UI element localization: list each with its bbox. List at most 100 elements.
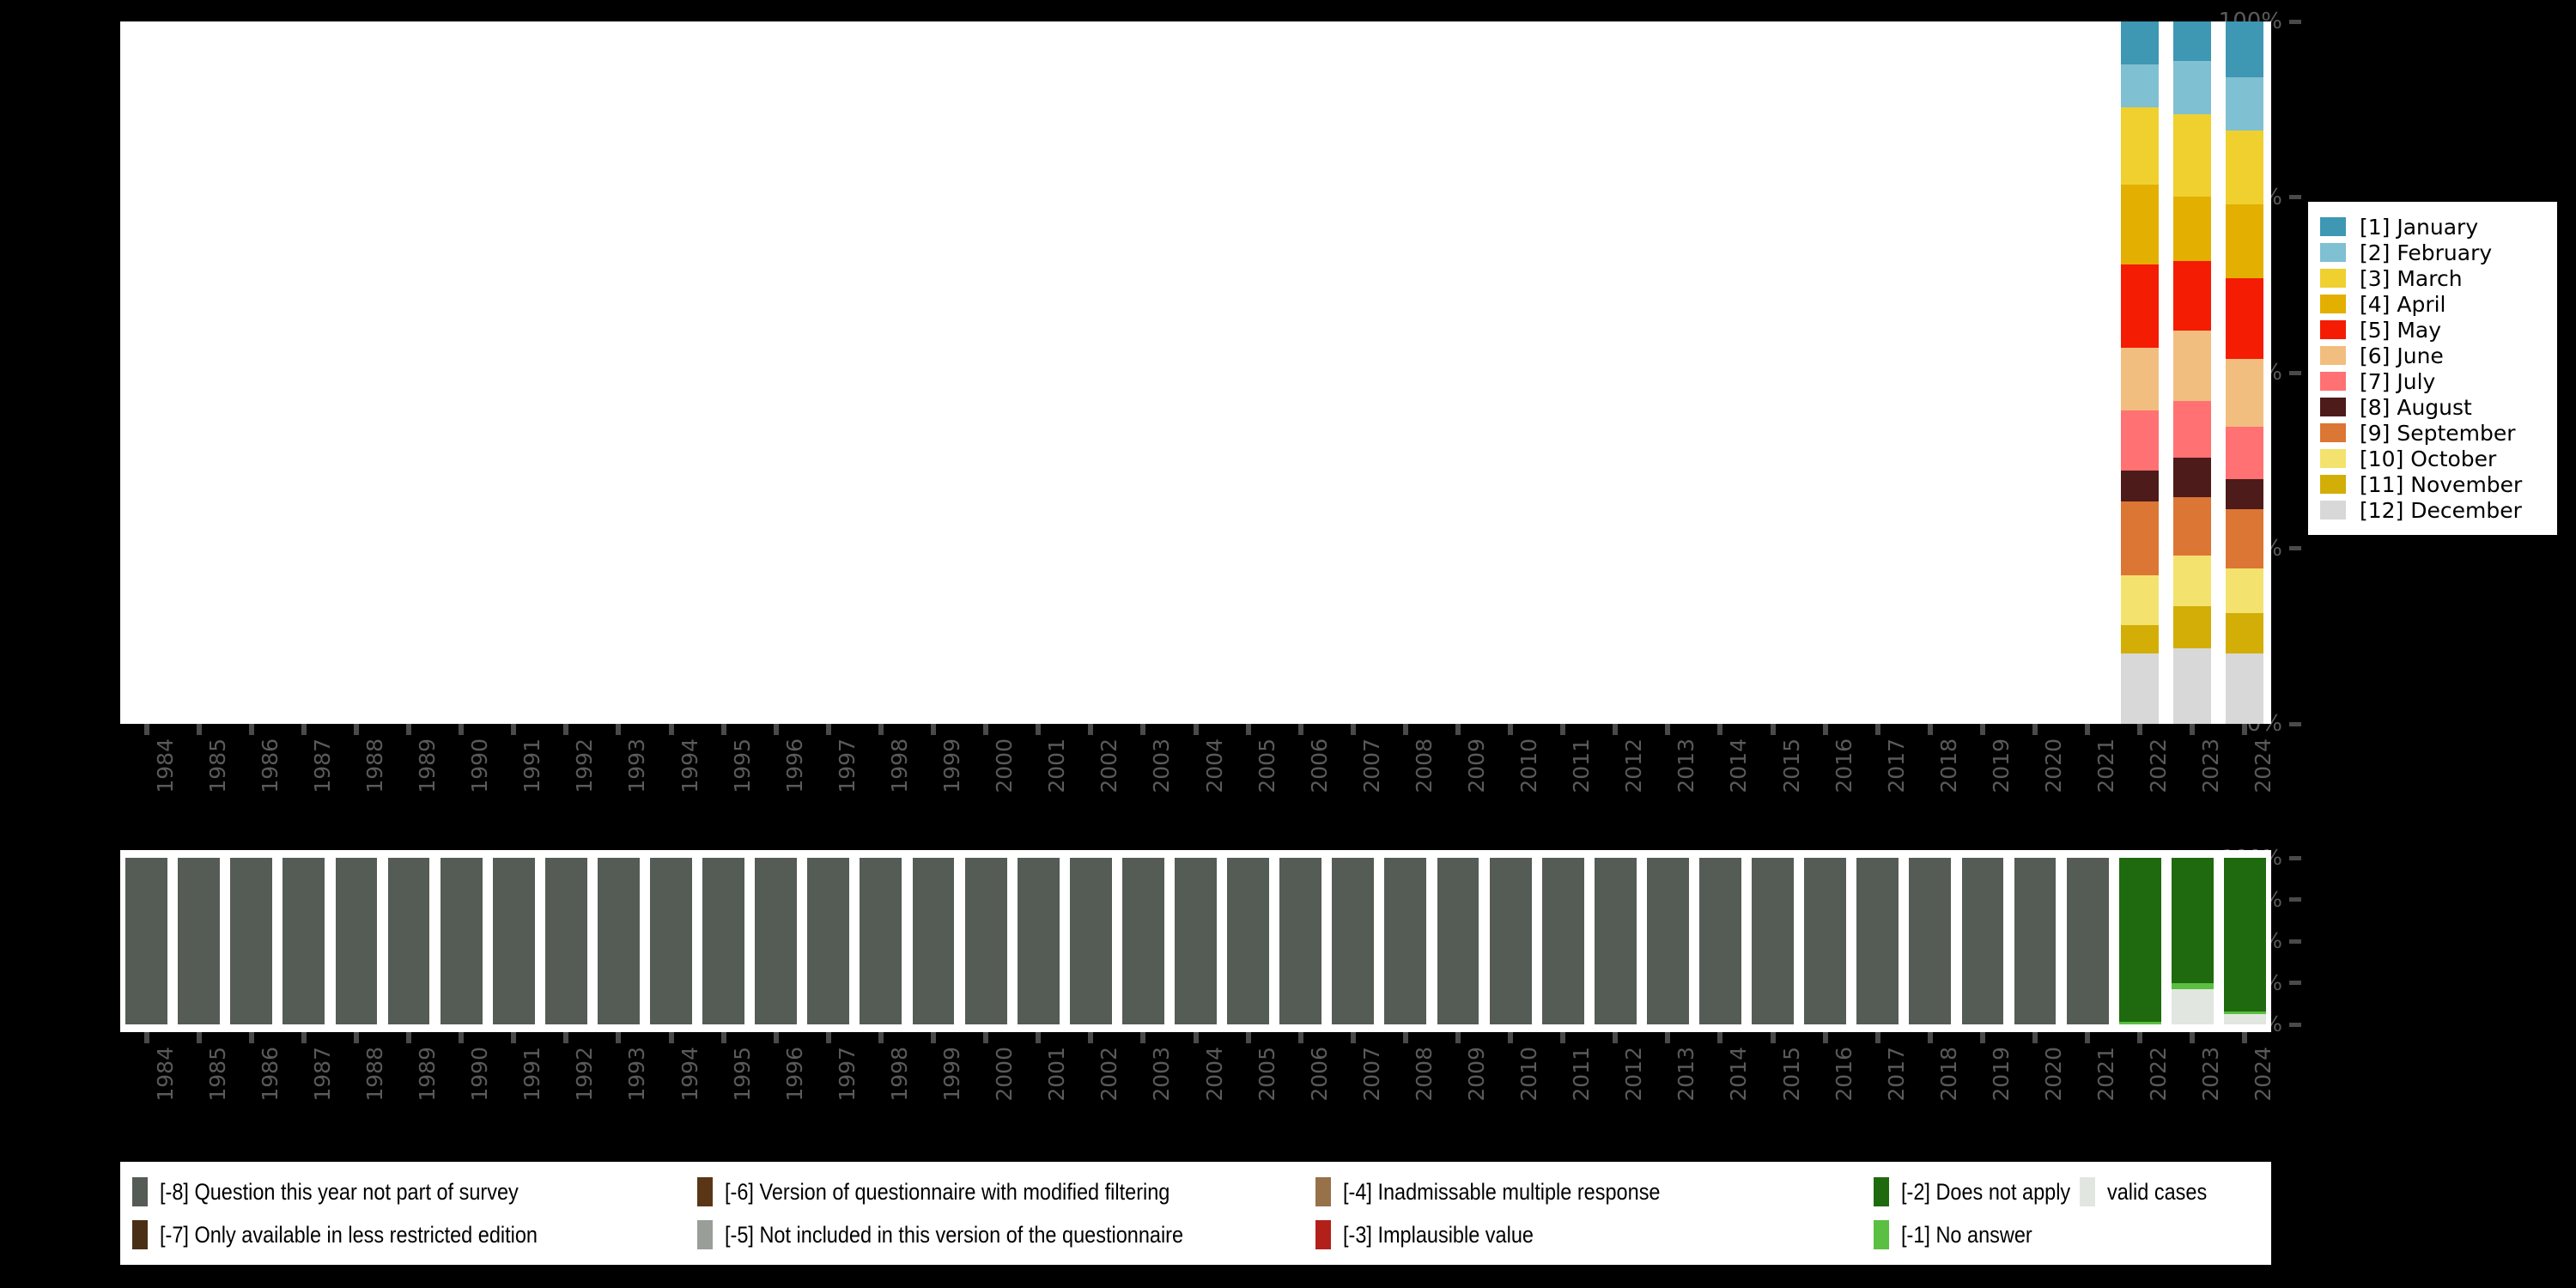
bar-segment[interactable] xyxy=(2173,606,2212,649)
availability-bar-2006[interactable] xyxy=(1279,858,1322,1024)
stacked-bar-2024[interactable] xyxy=(2226,21,2264,724)
bar-segment[interactable] xyxy=(2121,264,2160,348)
bar-segment[interactable] xyxy=(440,858,483,1024)
legend-item-missing-value[interactable]: [-8] Question this year not part of surv… xyxy=(132,1172,572,1212)
bar-segment[interactable] xyxy=(2121,21,2160,64)
legend-item-month[interactable]: [4] April xyxy=(2320,291,2549,317)
availability-bar-1994[interactable] xyxy=(650,858,692,1024)
legend-item-month[interactable]: [8] August xyxy=(2320,394,2549,420)
bar-segment[interactable] xyxy=(283,858,325,1024)
availability-bar-1990[interactable] xyxy=(440,858,483,1024)
bar-segment[interactable] xyxy=(597,858,640,1024)
availability-bar-2000[interactable] xyxy=(964,858,1007,1024)
availability-bar-1989[interactable] xyxy=(387,858,430,1024)
bar-segment[interactable] xyxy=(2173,260,2212,331)
bar-segment[interactable] xyxy=(2224,1012,2266,1015)
bar-segment[interactable] xyxy=(2226,76,2264,131)
bar-segment[interactable] xyxy=(964,858,1007,1024)
availability-bar-1999[interactable] xyxy=(912,858,955,1024)
availability-bar-2017[interactable] xyxy=(1856,858,1899,1024)
bar-segment[interactable] xyxy=(2173,648,2212,724)
bar-segment[interactable] xyxy=(1961,858,2004,1024)
availability-bar-2001[interactable] xyxy=(1017,858,1060,1024)
stacked-bar-2023[interactable] xyxy=(2173,21,2212,724)
bar-segment[interactable] xyxy=(2173,113,2212,197)
availability-bar-1996[interactable] xyxy=(755,858,798,1024)
availability-bar-1993[interactable] xyxy=(597,858,640,1024)
legend-item-month[interactable]: [2] February xyxy=(2320,240,2549,265)
bar-segment[interactable] xyxy=(2173,401,2212,458)
availability-bar-1985[interactable] xyxy=(178,858,221,1024)
legend-item-month[interactable]: [12] December xyxy=(2320,497,2549,523)
availability-bar-2013[interactable] xyxy=(1646,858,1689,1024)
bar-segment[interactable] xyxy=(1489,858,1532,1024)
bar-segment[interactable] xyxy=(2173,457,2212,497)
bar-segment[interactable] xyxy=(1175,858,1217,1024)
legend-item-missing-value[interactable]: [-6] Version of questionnaire with modif… xyxy=(697,1172,1236,1212)
bar-segment[interactable] xyxy=(2173,60,2212,114)
bar-segment[interactable] xyxy=(2121,471,2160,501)
availability-bar-2012[interactable] xyxy=(1594,858,1637,1024)
bar-segment[interactable] xyxy=(807,858,850,1024)
bar-segment[interactable] xyxy=(2173,496,2212,556)
availability-bar-2005[interactable] xyxy=(1227,858,1270,1024)
bar-segment[interactable] xyxy=(2224,1014,2266,1024)
availability-bar-2003[interactable] xyxy=(1121,858,1164,1024)
availability-bar-1988[interactable] xyxy=(335,858,378,1024)
bar-segment[interactable] xyxy=(2226,204,2264,278)
bar-segment[interactable] xyxy=(178,858,221,1024)
bar-segment[interactable] xyxy=(2226,653,2264,724)
bar-segment[interactable] xyxy=(1856,858,1899,1024)
bar-segment[interactable] xyxy=(2121,64,2160,107)
availability-bar-1984[interactable] xyxy=(125,858,167,1024)
availability-bar-1998[interactable] xyxy=(860,858,902,1024)
bar-segment[interactable] xyxy=(702,858,745,1024)
bar-segment[interactable] xyxy=(2121,624,2160,654)
legend-item-missing-value[interactable]: [-5] Not included in this version of the… xyxy=(697,1215,1252,1255)
availability-bar-1995[interactable] xyxy=(702,858,745,1024)
availability-bar-1991[interactable] xyxy=(492,858,535,1024)
bar-segment[interactable] xyxy=(1121,858,1164,1024)
bar-segment[interactable] xyxy=(1594,858,1637,1024)
availability-bar-2022[interactable] xyxy=(2118,858,2161,1024)
bar-segment[interactable] xyxy=(2066,858,2109,1024)
bar-segment[interactable] xyxy=(2121,410,2160,471)
bar-segment[interactable] xyxy=(1804,858,1847,1024)
bar-segment[interactable] xyxy=(2121,501,2160,576)
availability-bar-2004[interactable] xyxy=(1175,858,1217,1024)
bar-segment[interactable] xyxy=(230,858,273,1024)
availability-bar-1986[interactable] xyxy=(230,858,273,1024)
bar-segment[interactable] xyxy=(2171,982,2214,990)
availability-bar-1987[interactable] xyxy=(283,858,325,1024)
bar-segment[interactable] xyxy=(2226,508,2264,569)
bar-segment[interactable] xyxy=(387,858,430,1024)
bar-segment[interactable] xyxy=(2226,130,2264,205)
availability-bar-2010[interactable] xyxy=(1489,858,1532,1024)
bar-segment[interactable] xyxy=(860,858,902,1024)
legend-item-month[interactable]: [6] June xyxy=(2320,343,2549,368)
stacked-bar-2022[interactable] xyxy=(2121,21,2160,724)
bar-segment[interactable] xyxy=(1279,858,1322,1024)
availability-bar-2019[interactable] xyxy=(1961,858,2004,1024)
availability-bar-2015[interactable] xyxy=(1752,858,1794,1024)
bar-segment[interactable] xyxy=(2226,479,2264,509)
bar-segment[interactable] xyxy=(544,858,587,1024)
availability-bar-1992[interactable] xyxy=(544,858,587,1024)
bar-segment[interactable] xyxy=(2226,21,2264,77)
legend-item-month[interactable]: [3] March xyxy=(2320,265,2549,291)
bar-segment[interactable] xyxy=(1332,858,1375,1024)
bar-segment[interactable] xyxy=(2226,568,2264,614)
bar-segment[interactable] xyxy=(2118,858,2161,1023)
bar-segment[interactable] xyxy=(1384,858,1427,1024)
legend-item-missing-value[interactable]: [-4] Inadmissable multiple response xyxy=(1315,1172,1708,1212)
bar-segment[interactable] xyxy=(2171,989,2214,1024)
bar-segment[interactable] xyxy=(2171,858,2214,983)
bar-segment[interactable] xyxy=(2226,426,2264,480)
bar-segment[interactable] xyxy=(125,858,167,1024)
bar-segment[interactable] xyxy=(1541,858,1584,1024)
legend-item-missing-value[interactable]: [-7] Only available in less restricted e… xyxy=(132,1215,594,1255)
bar-segment[interactable] xyxy=(2121,184,2160,264)
bar-segment[interactable] xyxy=(2118,1022,2161,1024)
availability-bar-2009[interactable] xyxy=(1437,858,1479,1024)
bar-segment[interactable] xyxy=(650,858,692,1024)
